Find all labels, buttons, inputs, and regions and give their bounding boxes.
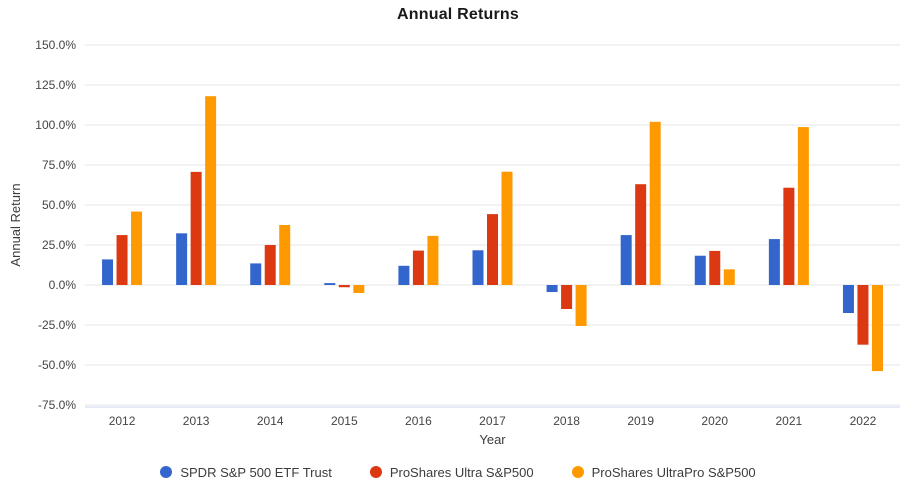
legend-item-label: ProShares Ultra S&P500 [389, 464, 534, 480]
bar-2022-series2[interactable] [871, 285, 883, 372]
y-tick-label: 0.0% [49, 278, 77, 292]
x-tick-label: 2016 [405, 414, 432, 428]
y-tick-label: -50.0% [38, 358, 76, 372]
bar-2020-series2[interactable] [723, 269, 735, 285]
bar-2016-series0[interactable] [398, 265, 410, 285]
legend-item-ultra[interactable]: ProShares Ultra S&P500 [369, 464, 534, 480]
x-tick-label: 2020 [701, 414, 728, 428]
bar-2018-series1[interactable] [561, 285, 573, 309]
y-tick-label: 25.0% [42, 238, 76, 252]
x-tick-label: 2019 [627, 414, 654, 428]
y-tick-label: -25.0% [38, 318, 76, 332]
chart-title: Annual Returns [397, 6, 519, 23]
y-tick-label: -75.0% [38, 398, 76, 412]
legend-item-spdr[interactable]: SPDR S&P 500 ETF Trust [160, 464, 332, 480]
bar-2015-series0[interactable] [324, 283, 336, 285]
legend-marker-circle [160, 466, 173, 478]
bar-2014-series1[interactable] [264, 245, 276, 285]
bar-2013-series0[interactable] [176, 233, 188, 285]
bar-2019-series1[interactable] [635, 184, 647, 285]
bar-2018-series0[interactable] [546, 285, 558, 293]
bar-2020-series0[interactable] [694, 255, 706, 285]
y-tick-label: 150.0% [35, 38, 76, 52]
x-tick-label: 2021 [776, 414, 803, 428]
bar-2021-series0[interactable] [768, 239, 780, 285]
x-tick-label: 2013 [183, 414, 210, 428]
y-tick-label: 125.0% [35, 78, 76, 92]
bar-2021-series1[interactable] [783, 187, 795, 285]
y-axis-title: Annual Return [8, 183, 23, 266]
legend-marker-circle [369, 466, 382, 478]
bar-2015-series1[interactable] [338, 285, 350, 288]
legend-item-ultrapro[interactable]: ProShares UltraPro S&P500 [571, 464, 756, 480]
y-tick-label: 100.0% [35, 118, 76, 132]
y-tick-label: 75.0% [42, 158, 76, 172]
y-tick-label: 50.0% [42, 198, 76, 212]
legend-marker-circle [571, 466, 584, 478]
x-tick-label: 2012 [109, 414, 136, 428]
x-tick-label: 2017 [479, 414, 506, 428]
legend: SPDR S&P 500 ETF Trust ProShares Ultra S… [0, 461, 916, 483]
bar-2013-series2[interactable] [205, 96, 217, 285]
x-tick-label: 2018 [553, 414, 580, 428]
bar-2016-series1[interactable] [412, 250, 424, 285]
bar-2015-series2[interactable] [353, 285, 365, 293]
bar-2012-series0[interactable] [102, 259, 114, 285]
bar-2017-series0[interactable] [472, 250, 484, 285]
bar-2021-series2[interactable] [797, 127, 809, 285]
x-tick-label: 2014 [257, 414, 284, 428]
bar-2017-series1[interactable] [487, 214, 498, 285]
bar-2020-series1[interactable] [709, 250, 721, 285]
bar-2012-series1[interactable] [116, 235, 128, 285]
bar-2019-series0[interactable] [620, 235, 632, 285]
bar-2014-series2[interactable] [279, 225, 291, 285]
bar-2022-series1[interactable] [857, 285, 869, 345]
legend-item-label: ProShares UltraPro S&P500 [591, 464, 756, 480]
legend-item-label: SPDR S&P 500 ETF Trust [180, 464, 332, 480]
bar-2012-series2[interactable] [131, 211, 143, 285]
bar-2022-series0[interactable] [842, 285, 854, 313]
bar-2014-series0[interactable] [250, 263, 262, 285]
bar-2017-series2[interactable] [501, 171, 513, 285]
bar-2018-series2[interactable] [575, 285, 587, 326]
x-tick-label: 2022 [850, 414, 877, 428]
bar-2013-series1[interactable] [190, 171, 202, 285]
bar-2019-series2[interactable] [649, 121, 661, 285]
x-tick-label: 2015 [331, 414, 358, 428]
bar-2016-series2[interactable] [427, 235, 439, 285]
x-axis-title: Year [479, 432, 506, 447]
